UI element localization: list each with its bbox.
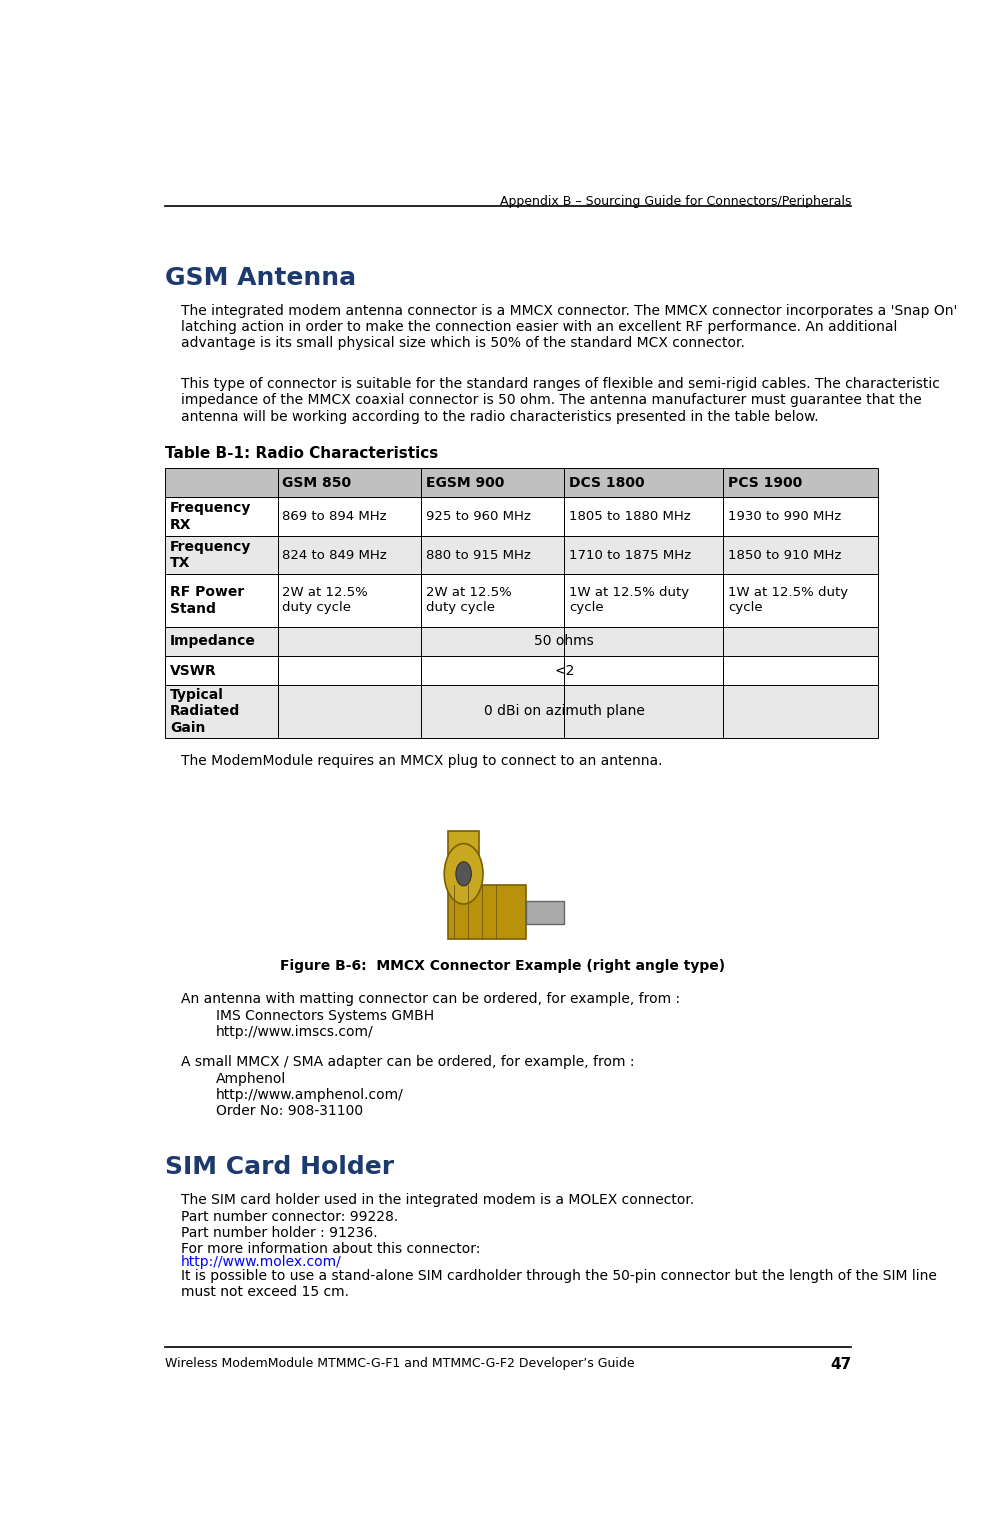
Bar <box>564 497 723 536</box>
Bar <box>278 468 421 497</box>
Text: IMS Connectors Systems GMBH
http://www.imscs.com/: IMS Connectors Systems GMBH http://www.i… <box>216 1008 434 1039</box>
Text: This type of connector is suitable for the standard ranges of flexible and semi-: This type of connector is suitable for t… <box>181 377 940 423</box>
Text: 1W at 12.5% duty
cycle: 1W at 12.5% duty cycle <box>728 586 848 614</box>
Bar <box>421 497 564 536</box>
Bar <box>278 574 421 626</box>
Text: 1805 to 1880 MHz: 1805 to 1880 MHz <box>569 509 691 523</box>
Text: The integrated modem antenna connector is a MMCX connector. The MMCX connector i: The integrated modem antenna connector i… <box>181 305 957 351</box>
Bar <box>278 536 421 574</box>
Bar <box>564 626 723 656</box>
Text: Typical
Radiated
Gain: Typical Radiated Gain <box>170 688 240 734</box>
Bar <box>564 685 723 737</box>
Bar <box>165 574 278 626</box>
Text: 869 to 894 MHz: 869 to 894 MHz <box>283 509 387 523</box>
Bar <box>526 900 564 923</box>
Text: Table B-1: Radio Characteristics: Table B-1: Radio Characteristics <box>165 446 439 462</box>
Bar <box>421 626 564 656</box>
Bar <box>723 536 878 574</box>
Bar <box>723 468 878 497</box>
Bar <box>278 685 421 737</box>
Bar <box>165 656 278 685</box>
Text: Appendix B – Sourcing Guide for Connectors/Peripherals: Appendix B – Sourcing Guide for Connecto… <box>499 195 852 208</box>
Text: Figure B-6:  MMCX Connector Example (right angle type): Figure B-6: MMCX Connector Example (righ… <box>280 959 725 973</box>
Bar <box>165 626 278 656</box>
Text: GSM 850: GSM 850 <box>283 476 351 489</box>
Bar <box>278 656 421 685</box>
Text: EGSM 900: EGSM 900 <box>426 476 504 489</box>
Text: http://www.molex.com/: http://www.molex.com/ <box>181 1254 341 1270</box>
Bar <box>421 574 564 626</box>
Bar <box>165 536 278 574</box>
Bar <box>723 685 878 737</box>
Bar <box>278 626 421 656</box>
Bar <box>421 656 564 685</box>
Bar <box>448 831 479 885</box>
Text: Impedance: Impedance <box>170 634 256 648</box>
Bar <box>723 626 878 656</box>
Text: GSM Antenna: GSM Antenna <box>165 266 356 289</box>
Bar <box>165 685 278 737</box>
Text: The SIM card holder used in the integrated modem is a MOLEX connector.
Part numb: The SIM card holder used in the integrat… <box>181 1193 694 1256</box>
Bar <box>278 497 421 536</box>
Bar <box>448 885 526 939</box>
Text: 1710 to 1875 MHz: 1710 to 1875 MHz <box>569 548 692 562</box>
Text: The ModemModule requires an MMCX plug to connect to an antenna.: The ModemModule requires an MMCX plug to… <box>181 754 662 768</box>
Text: 1930 to 990 MHz: 1930 to 990 MHz <box>728 509 841 523</box>
Text: Frequency
TX: Frequency TX <box>170 540 251 569</box>
Text: VSWR: VSWR <box>170 663 217 677</box>
Bar <box>165 468 278 497</box>
Bar <box>564 536 723 574</box>
Text: 50 ohms: 50 ohms <box>535 634 594 648</box>
Text: Amphenol
http://www.amphenol.com/
Order No: 908-31100: Amphenol http://www.amphenol.com/ Order … <box>216 1071 403 1119</box>
Bar <box>564 656 723 685</box>
Text: 880 to 915 MHz: 880 to 915 MHz <box>426 548 531 562</box>
Circle shape <box>444 843 483 903</box>
Text: 1W at 12.5% duty
cycle: 1W at 12.5% duty cycle <box>569 586 689 614</box>
Text: Wireless ModemModule MTMMC-G-F1 and MTMMC-G-F2 Developer’s Guide: Wireless ModemModule MTMMC-G-F1 and MTMM… <box>165 1356 635 1370</box>
Bar <box>564 574 723 626</box>
Text: 925 to 960 MHz: 925 to 960 MHz <box>426 509 531 523</box>
Bar <box>421 536 564 574</box>
Text: RF Power
Stand: RF Power Stand <box>170 585 244 616</box>
Bar <box>723 497 878 536</box>
Bar <box>564 468 723 497</box>
Text: Frequency
RX: Frequency RX <box>170 502 251 531</box>
Text: PCS 1900: PCS 1900 <box>728 476 802 489</box>
Bar <box>723 574 878 626</box>
Text: SIM Card Holder: SIM Card Holder <box>165 1154 394 1179</box>
Bar <box>723 656 878 685</box>
Text: An antenna with matting connector can be ordered, for example, from :: An antenna with matting connector can be… <box>181 991 680 1005</box>
Text: 1850 to 910 MHz: 1850 to 910 MHz <box>728 548 842 562</box>
Text: 2W at 12.5%
duty cycle: 2W at 12.5% duty cycle <box>426 586 511 614</box>
Circle shape <box>456 862 472 886</box>
Text: 2W at 12.5%
duty cycle: 2W at 12.5% duty cycle <box>283 586 368 614</box>
Bar <box>421 685 564 737</box>
Text: It is possible to use a stand-alone SIM cardholder through the 50-pin connector : It is possible to use a stand-alone SIM … <box>181 1268 937 1299</box>
Text: 47: 47 <box>830 1356 852 1371</box>
Text: 0 dBi on azimuth plane: 0 dBi on azimuth plane <box>484 705 645 719</box>
Text: 824 to 849 MHz: 824 to 849 MHz <box>283 548 387 562</box>
Bar <box>165 497 278 536</box>
Text: <2: <2 <box>554 663 575 677</box>
Text: DCS 1800: DCS 1800 <box>569 476 645 489</box>
Bar <box>421 468 564 497</box>
Text: A small MMCX / SMA adapter can be ordered, for example, from :: A small MMCX / SMA adapter can be ordere… <box>181 1054 635 1068</box>
